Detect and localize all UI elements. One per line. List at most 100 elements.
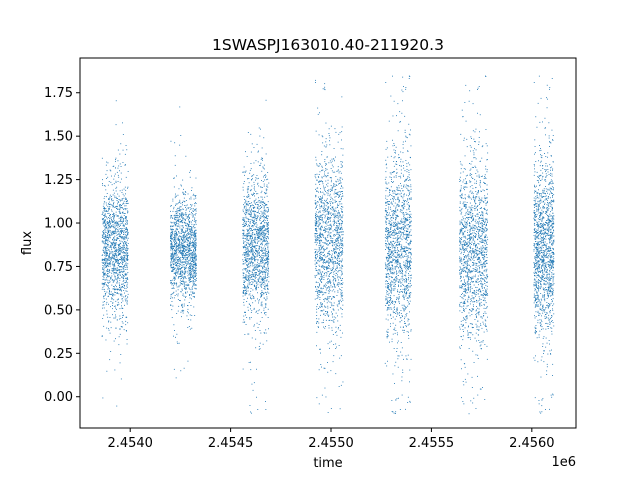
- data-point: [178, 202, 179, 204]
- data-point: [261, 249, 263, 251]
- data-point: [252, 278, 253, 280]
- data-point: [251, 265, 253, 267]
- data-point: [118, 282, 120, 284]
- data-point: [189, 245, 191, 246]
- data-point: [179, 240, 181, 242]
- data-point: [263, 332, 265, 334]
- data-point: [172, 271, 174, 272]
- data-point: [176, 175, 177, 177]
- data-point: [118, 250, 120, 252]
- data-point: [321, 258, 323, 260]
- data-point: [111, 258, 112, 260]
- data-point: [184, 269, 186, 271]
- data-point: [122, 236, 123, 238]
- data-point: [119, 204, 121, 206]
- data-point: [109, 223, 111, 225]
- data-point: [260, 238, 261, 240]
- data-point: [185, 254, 187, 256]
- data-point: [244, 311, 246, 313]
- data-point: [321, 275, 323, 277]
- data-point: [318, 403, 320, 405]
- data-point: [112, 302, 114, 304]
- data-point: [192, 254, 194, 256]
- data-point: [258, 230, 260, 232]
- data-point: [251, 238, 253, 240]
- data-point: [119, 211, 121, 213]
- data-point: [245, 260, 247, 262]
- data-point: [120, 256, 122, 258]
- data-point: [175, 218, 177, 220]
- data-point: [338, 172, 340, 174]
- data-point: [256, 269, 258, 270]
- data-point: [114, 244, 115, 246]
- data-point: [187, 327, 189, 328]
- data-point: [195, 271, 196, 273]
- data-point: [252, 294, 254, 296]
- data-point: [322, 226, 323, 228]
- data-point: [127, 239, 128, 241]
- data-point: [188, 240, 189, 242]
- data-point: [262, 234, 264, 236]
- data-point: [320, 227, 321, 229]
- data-point: [261, 247, 263, 249]
- data-point: [256, 265, 258, 267]
- data-point: [118, 273, 120, 275]
- data-point: [340, 182, 342, 184]
- data-point: [180, 229, 182, 231]
- data-point: [102, 284, 104, 285]
- data-point: [125, 218, 127, 220]
- data-point: [259, 215, 261, 217]
- data-point: [328, 262, 330, 264]
- data-point: [123, 213, 125, 214]
- data-point: [125, 324, 127, 326]
- data-point: [118, 245, 119, 246]
- data-point: [194, 234, 196, 236]
- data-point: [257, 236, 259, 238]
- data-point: [194, 274, 196, 276]
- data-point: [175, 271, 177, 273]
- data-point: [339, 242, 341, 244]
- data-point: [122, 322, 124, 324]
- data-point: [242, 235, 244, 237]
- data-point: [109, 253, 111, 255]
- data-point: [264, 276, 266, 278]
- data-point: [315, 225, 317, 227]
- data-point: [267, 237, 269, 238]
- data-point: [112, 254, 114, 256]
- data-point: [113, 273, 115, 275]
- data-point: [262, 271, 263, 273]
- data-point: [255, 160, 257, 162]
- data-point: [172, 245, 174, 247]
- data-point: [126, 278, 128, 279]
- data-point: [111, 252, 113, 254]
- data-point: [256, 234, 258, 236]
- data-point: [123, 239, 125, 241]
- data-point: [109, 263, 111, 265]
- data-point: [244, 247, 246, 248]
- data-point: [126, 286, 128, 288]
- data-point: [314, 202, 316, 204]
- data-point: [121, 326, 123, 328]
- data-point: [186, 234, 187, 236]
- data-point: [245, 151, 246, 153]
- data-point: [182, 204, 183, 206]
- data-point: [121, 290, 122, 292]
- data-point: [251, 310, 253, 312]
- data-point: [191, 246, 193, 248]
- data-point: [335, 246, 336, 248]
- data-point: [179, 273, 181, 275]
- data-point: [256, 281, 258, 283]
- data-point: [340, 241, 342, 243]
- data-point: [248, 231, 250, 233]
- data-point: [126, 227, 127, 229]
- data-point: [107, 221, 109, 223]
- data-point: [119, 226, 120, 227]
- data-point: [107, 237, 109, 238]
- data-point: [329, 273, 331, 274]
- data-point: [252, 272, 253, 274]
- data-point: [119, 328, 121, 330]
- data-point: [181, 236, 183, 238]
- data-point: [246, 196, 247, 198]
- data-point: [186, 230, 188, 232]
- data-point: [249, 282, 251, 284]
